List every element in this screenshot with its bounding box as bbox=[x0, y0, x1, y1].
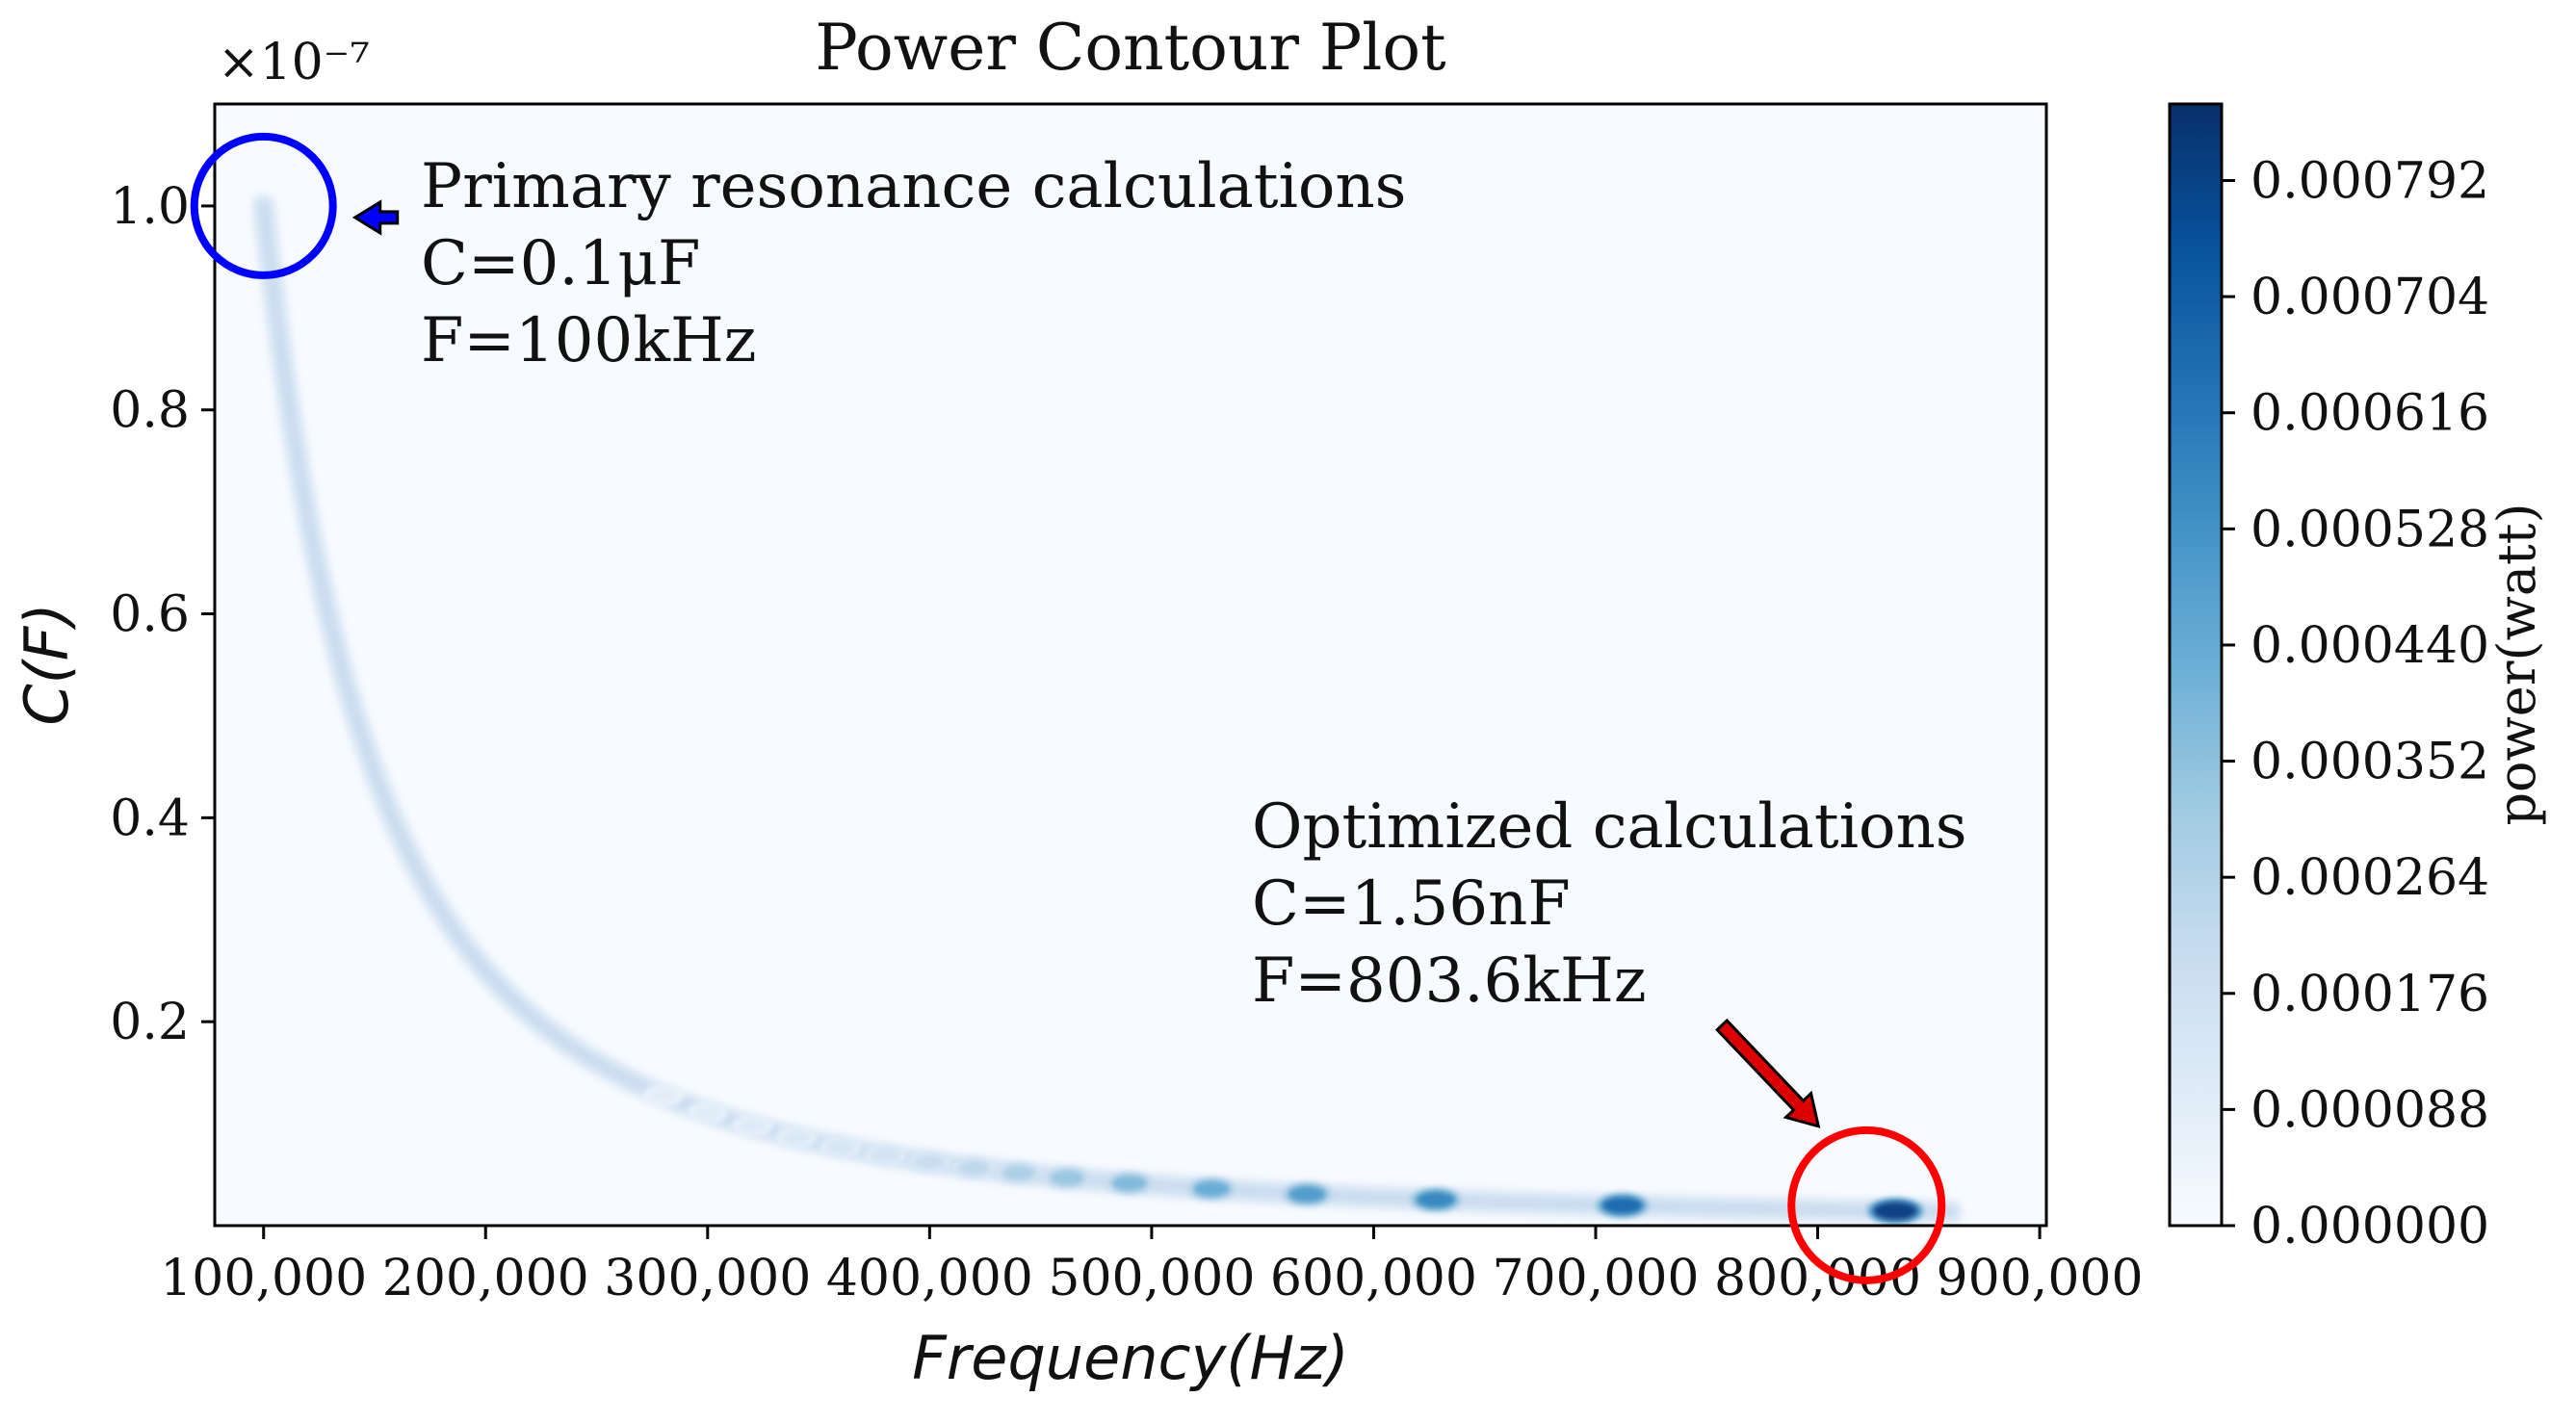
y-tick-label: 0.2 bbox=[110, 994, 190, 1051]
colorbar-ticks: 0.000000 0.000088 0.000176 0.000264 0.000352… bbox=[2222, 152, 2489, 1255]
x-tick-label: 100,000 bbox=[160, 1250, 367, 1307]
primary-annotation-line-1: Primary resonance calculations bbox=[421, 151, 1407, 222]
primary-highlight-circle bbox=[190, 132, 337, 279]
hotspot bbox=[1416, 1191, 1456, 1209]
heatmap-layer bbox=[250, 193, 1964, 1225]
hotspot bbox=[914, 1154, 946, 1170]
hotspot bbox=[648, 1088, 678, 1103]
y-tick-label: 1.0 bbox=[110, 178, 190, 236]
axes-frame bbox=[213, 102, 2048, 1228]
x-tick-label: 500,000 bbox=[1048, 1250, 1255, 1307]
optimized-arrow bbox=[1715, 1018, 1821, 1128]
optimized-annotation-text: Optimized calculations C=1.56nF F=803.6k… bbox=[1252, 791, 1987, 1017]
y-tick-label: 0.4 bbox=[110, 789, 190, 847]
annotations: Primary resonance calculations C=0.1μF F… bbox=[190, 132, 1987, 1284]
y-axis-ticks: 0.2 0.4 0.6 0.8 1.0 bbox=[110, 178, 215, 1051]
colorbar-tick-label: 0.000616 bbox=[2251, 385, 2489, 443]
colorbar-tick-label: 0.000704 bbox=[2251, 269, 2489, 326]
x-tick-label: 300,000 bbox=[604, 1250, 811, 1307]
primary-annotation-line-2: C=0.1μF bbox=[421, 228, 700, 299]
hotspot bbox=[1111, 1175, 1148, 1192]
colorbar-tick-label: 0.000352 bbox=[2251, 734, 2489, 791]
colorbar-tick-label: 0.000176 bbox=[2251, 966, 2489, 1023]
hotspot bbox=[1050, 1170, 1085, 1186]
hotspot bbox=[1601, 1196, 1644, 1215]
x-tick-label: 900,000 bbox=[1937, 1250, 2144, 1307]
colorbar-tick-label: 0.000000 bbox=[2251, 1198, 2489, 1255]
y-tick-label: 0.6 bbox=[110, 586, 190, 644]
hotspot bbox=[870, 1148, 901, 1163]
colorbar-tick-label: 0.000264 bbox=[2251, 849, 2489, 907]
primary-annotation-line-3: F=100kHz bbox=[421, 305, 757, 376]
hotspot bbox=[1193, 1180, 1231, 1198]
colorbar-tick-label: 0.000088 bbox=[2251, 1081, 2489, 1139]
colorbar-tick-label: 0.000792 bbox=[2251, 152, 2489, 210]
colorbar bbox=[2168, 102, 2224, 1228]
optimized-annotation-line-3: F=803.6kHz bbox=[1252, 945, 1647, 1017]
hotspot bbox=[1002, 1165, 1035, 1181]
optimized-annotation-line-2: C=1.56nF bbox=[1252, 868, 1571, 940]
colorbar-tick-label: 0.000528 bbox=[2251, 501, 2489, 558]
hotspot bbox=[737, 1119, 768, 1133]
hotspot bbox=[781, 1129, 812, 1145]
x-tick-label: 200,000 bbox=[382, 1250, 589, 1307]
hotspots bbox=[642, 1084, 1924, 1225]
x-axis-label: Frequency(Hz) bbox=[912, 1323, 1349, 1393]
x-axis-ticks: 100,000 200,000 300,000 400,000 500,000 600,0… bbox=[160, 1226, 2144, 1307]
x-tick-label: 600,000 bbox=[1270, 1250, 1477, 1307]
hotspot bbox=[1288, 1185, 1327, 1203]
hotspot bbox=[1872, 1202, 1918, 1221]
primary-annotation-text: Primary resonance calculations C=0.1μF F… bbox=[421, 151, 1426, 376]
y-scale-label: ×10⁻⁷ bbox=[218, 34, 370, 91]
colorbar-tick-label: 0.000440 bbox=[2251, 617, 2489, 675]
hotspot bbox=[957, 1160, 991, 1176]
y-tick-label: 0.8 bbox=[110, 382, 190, 440]
optimized-highlight-circle bbox=[1787, 1125, 1946, 1284]
hotspot bbox=[825, 1139, 856, 1154]
colorbar-label: power(watt) bbox=[2486, 503, 2547, 825]
y-axis-label: C(F) bbox=[12, 603, 82, 725]
optimized-annotation-line-1: Optimized calculations bbox=[1252, 791, 1967, 863]
primary-arrow bbox=[351, 199, 400, 236]
chart-title: Power Contour Plot bbox=[815, 11, 1445, 85]
x-tick-label: 700,000 bbox=[1492, 1250, 1699, 1307]
x-tick-label: 400,000 bbox=[826, 1250, 1033, 1307]
hotspot bbox=[692, 1104, 722, 1120]
